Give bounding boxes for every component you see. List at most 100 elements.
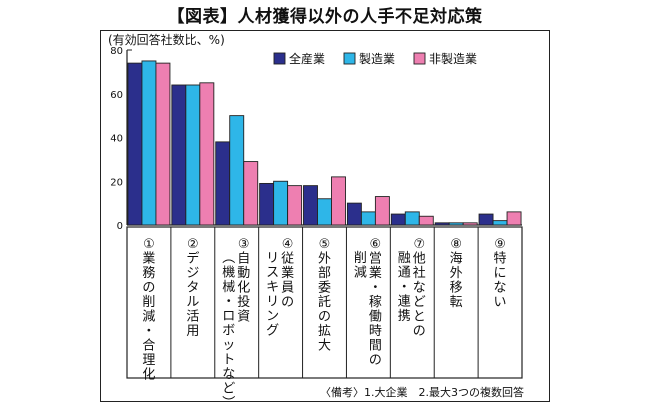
category-label-char: の [318,310,331,325]
bar-7-3 [418,215,434,226]
category-label-char: 合 [142,339,155,354]
category-label-char: 機 [222,266,235,281]
category-label-char: ⑧ [450,237,462,252]
category-label-char: ︶ [222,396,235,410]
category-label-char: リ [266,295,279,310]
bar-6-2 [360,211,376,226]
bar-1-3 [155,62,171,226]
bar-2-1 [171,84,187,226]
category-label-char: な [222,367,235,382]
category-label-char: 減 [142,309,155,325]
bar-5-3 [331,176,346,226]
category-label-char: 務 [142,266,155,281]
bar-4-3 [287,185,303,226]
legend-label-1: 全産業 [289,51,325,66]
bar-7-2 [404,211,420,226]
category-label-char: ト [222,353,235,368]
category-label-char: 営 [369,252,382,267]
category-label-char: 械 [222,280,235,295]
category-label-char: 業 [142,251,155,267]
category-label-char: 削 [142,295,155,310]
category-label-char: ・ [142,324,155,339]
bar-9-1 [478,213,494,226]
category-label-char: 移 [450,281,463,296]
category-label-char: ② [187,237,199,252]
category-label-char: 稼 [369,295,382,310]
category-label-char: ③ [238,237,250,252]
bar-6-1 [346,202,362,226]
bar-2-2 [185,84,201,226]
bar-7-1 [390,213,406,226]
category-label-char: ・ [222,295,235,310]
category-label-char: の [142,281,155,296]
bar-3-2 [229,115,245,226]
category-label-char: と [413,310,426,325]
bar-4-2 [273,180,289,226]
y-tick-label: 60 [110,90,123,101]
category-label-char: 員 [281,281,294,296]
category-label-char: 社 [413,265,426,281]
category-label-char: ・ [398,280,411,295]
bar-9-2 [492,220,508,226]
bar-1-2 [141,60,157,226]
bar-6-3 [374,196,390,226]
bar-4-1 [259,182,275,226]
category-label-char: ・ [369,281,382,296]
category-label-char: 託 [318,294,331,310]
category-label-char: グ [266,324,279,339]
category-label-char: の [281,295,294,310]
category-label-char: 間 [369,339,382,354]
category-label-char: ⑨ [494,237,506,252]
bar-9-3 [506,211,522,226]
category-label-char: 委 [318,281,331,296]
category-label-char: キ [266,280,279,295]
category-label-char: タ [186,281,199,296]
category-panel [126,226,523,379]
category-label-char: ① [143,237,155,252]
category-label-char: な [413,281,426,296]
legend-label-2: 製造業 [359,52,395,66]
category-label-char: ⑦ [413,237,425,252]
category-label-char: 働 [369,310,382,325]
y-tick-label: 80 [110,46,123,57]
category-label-char: 従 [281,252,294,267]
category-label-char: ン [266,309,279,324]
category-label-char: の [413,324,426,339]
bar-8-1 [434,222,450,226]
bar-1-1 [127,62,143,226]
category-label-char: ④ [282,237,294,252]
category-label-char: ⑤ [319,237,331,252]
category-label-char: 自 [237,252,250,267]
category-label-char: 業 [369,265,382,281]
category-label-char: 連 [398,295,411,310]
bar-5-1 [303,185,318,226]
category-label-char: ル [186,295,199,310]
y-axis-label: (有効回答社数比、%) [108,33,225,47]
category-label-char: 削 [354,251,367,266]
bar-8-2 [448,222,464,226]
category-label-char: ど [222,382,235,397]
bar-8-3 [462,222,478,226]
category-label-char: 外 [450,266,463,281]
bar-3-3 [243,161,259,226]
chart-title: 【図表】人材獲得以外の人手不足対応策 [167,7,483,27]
category-label-char: リ [266,251,279,266]
category-label-char: 他 [413,252,426,267]
category-label-char: ︵ [222,251,235,266]
category-label-char: 活 [186,310,199,325]
chart-note: 〈備考〉1.大企業 2.最大3つの複数回答 [320,386,524,399]
category-label-char: ロ [222,309,235,324]
category-label-char: 転 [450,295,463,310]
category-label-char: ジ [186,266,199,281]
y-tick-label: 0 [117,221,123,232]
category-label-char: 用 [186,324,199,339]
category-label-char: デ [186,251,199,267]
category-label-char: 大 [318,339,331,354]
